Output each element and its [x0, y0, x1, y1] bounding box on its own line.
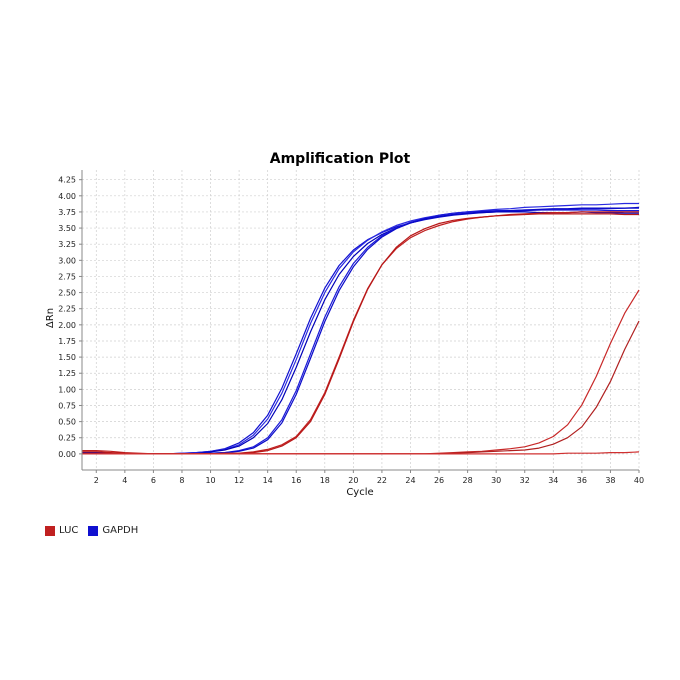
x-tick-label: 6 — [151, 476, 156, 485]
legend-label-luc: LUC — [59, 525, 79, 536]
x-tick-label: 16 — [291, 476, 301, 485]
series-line-luc-9 — [82, 451, 640, 455]
x-tick-label: 14 — [263, 476, 273, 485]
y-tick-label: 3.00 — [58, 256, 76, 265]
series-group — [82, 202, 640, 455]
y-tick-label: 3.25 — [58, 240, 76, 249]
x-tick-label: 20 — [348, 476, 358, 485]
x-tick-label: 28 — [463, 476, 473, 485]
legend-swatch-gapdh — [88, 525, 99, 536]
plot-area — [82, 170, 639, 470]
y-tick-label: 1.25 — [58, 369, 76, 378]
x-tick-label: 10 — [205, 476, 215, 485]
x-tick-label: 30 — [491, 476, 501, 485]
x-tick-label: 24 — [405, 476, 415, 485]
y-tick-label: 3.75 — [58, 208, 76, 217]
y-tick-label: 2.75 — [58, 272, 76, 281]
y-axis-label: ΔRn — [45, 308, 56, 328]
y-tick-label: 4.00 — [58, 192, 76, 201]
x-tick-label: 34 — [548, 476, 558, 485]
legend-item-luc[interactable]: LUC — [45, 525, 78, 536]
x-tick-label: 22 — [377, 476, 387, 485]
x-tick-label: 12 — [234, 476, 244, 485]
y-tick-label: 4.25 — [58, 176, 76, 185]
y-tick-label: 0.50 — [58, 418, 76, 427]
y-tick-label: 2.25 — [58, 305, 76, 314]
x-axis-label: Cycle — [346, 487, 373, 498]
legend-item-gapdh[interactable]: GAPDH — [88, 525, 138, 536]
y-tick-label: 1.75 — [58, 337, 76, 346]
axes: 2 4 6 8 10 12 14 16 18 20 22 24 26 28 30 32 34 36 38 400.00… — [58, 170, 644, 485]
x-tick-label: 40 — [634, 476, 644, 485]
y-tick-label: 1.00 — [58, 385, 76, 394]
legend-swatch-luc — [45, 525, 55, 536]
x-tick-label: 18 — [320, 476, 330, 485]
x-tick-label: 38 — [605, 476, 615, 485]
y-tick-label: 0.25 — [58, 434, 76, 443]
legend-label-gapdh: GAPDH — [102, 525, 139, 536]
legend: LUC GAPDH — [45, 525, 142, 536]
grid-lines — [82, 170, 640, 470]
y-tick-label: 2.50 — [58, 289, 76, 298]
y-tick-label: 3.50 — [58, 224, 76, 233]
x-tick-label: 26 — [434, 476, 444, 485]
y-tick-label: 0.75 — [58, 401, 76, 410]
x-tick-label: 4 — [122, 476, 127, 485]
y-tick-label: 2.00 — [58, 321, 76, 330]
x-tick-label: 8 — [179, 476, 184, 485]
x-tick-label: 2 — [94, 476, 99, 485]
plot-background — [82, 170, 639, 470]
y-tick-label: 1.50 — [58, 353, 76, 362]
x-tick-label: 32 — [520, 476, 530, 485]
y-tick-label: 0.00 — [58, 450, 76, 459]
x-tick-label: 36 — [577, 476, 587, 485]
chart-title: Amplification Plot — [270, 151, 411, 167]
